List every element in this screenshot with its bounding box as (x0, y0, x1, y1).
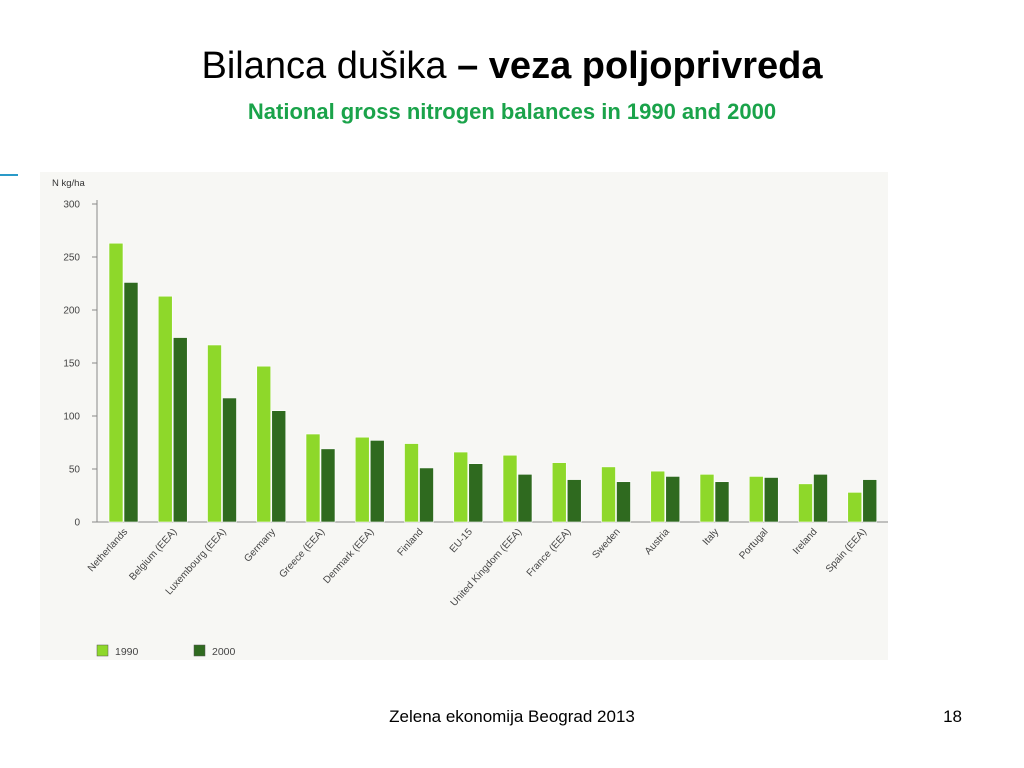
bar-2000 (862, 479, 878, 523)
bar-1990 (305, 433, 321, 523)
bar-1990 (551, 462, 567, 523)
bar-1990 (108, 242, 124, 523)
bar-1990 (650, 470, 666, 523)
bar-2000 (616, 481, 631, 523)
bar-1990 (453, 451, 469, 523)
accent-line (0, 174, 18, 176)
slide-title: Bilanca dušika – veza poljoprivreda (0, 44, 1024, 88)
slide-subtitle: National gross nitrogen balances in 1990… (247, 99, 777, 124)
bar-2000 (320, 448, 336, 523)
bar-1990 (256, 365, 272, 523)
bar-2000 (566, 479, 582, 523)
bar-1990 (847, 492, 863, 523)
bar-1990 (354, 436, 370, 523)
bar-1990 (798, 483, 813, 523)
bar-1990 (157, 295, 173, 523)
bar-2000 (714, 481, 730, 523)
bar-2000 (419, 467, 434, 523)
slide-title-bold: – veza poljoprivreda (457, 45, 823, 87)
legend-swatch-1990 (96, 644, 109, 657)
bar-1990 (207, 344, 222, 523)
bar-2000 (369, 440, 385, 523)
bar-1990 (601, 466, 616, 523)
y-tick-label: 100 (63, 412, 80, 423)
y-tick-label: 50 (69, 465, 81, 476)
footer-text: Zelena ekonomija Beograd 2013 (389, 707, 635, 726)
legend-swatch-2000 (193, 644, 206, 657)
bar-2000 (468, 463, 484, 523)
y-axis-label: N kg/ha (52, 178, 85, 189)
bar-1990 (502, 454, 518, 523)
legend-label-2000: 2000 (212, 646, 236, 658)
bars (108, 242, 878, 523)
bar-2000 (813, 473, 828, 523)
bar-2000 (172, 337, 188, 523)
bar-2000 (763, 477, 779, 523)
page-number: 18 (943, 707, 962, 726)
bar-2000 (665, 476, 681, 523)
bar-2000 (222, 397, 237, 523)
bar-1990 (748, 476, 764, 523)
legend: 1990 2000 (96, 644, 236, 658)
legend-label-1990: 1990 (115, 646, 139, 658)
bar-1990 (404, 443, 419, 523)
y-tick-label: 300 (63, 200, 80, 211)
y-tick-label: 250 (63, 253, 80, 264)
y-tick-label: 200 (63, 306, 80, 317)
bar-2000 (271, 410, 287, 523)
y-tick-label: 0 (74, 518, 80, 529)
slide-title-plain: Bilanca dušika (201, 45, 458, 87)
y-tick-label: 150 (63, 359, 80, 370)
bar-2000 (517, 473, 533, 523)
bar-2000 (123, 282, 139, 523)
bar-1990 (699, 473, 715, 523)
